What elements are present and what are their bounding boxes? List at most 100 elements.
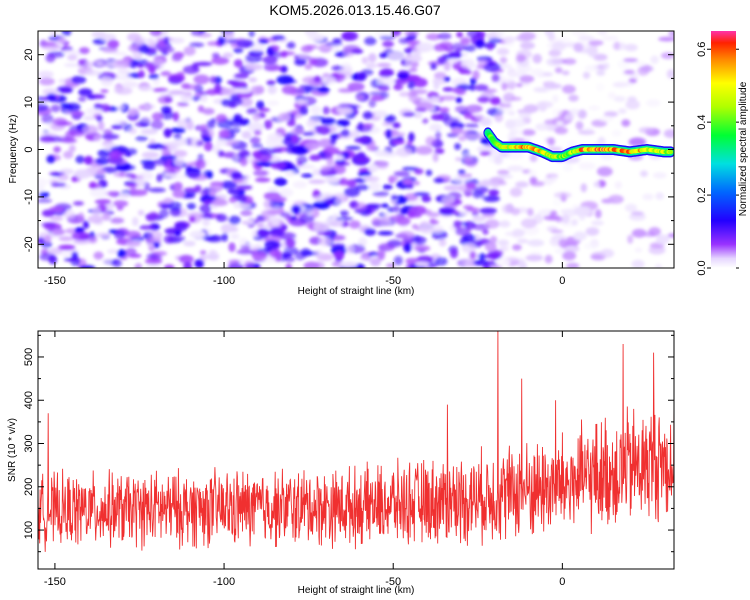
heatmap-cell [194, 61, 213, 67]
heatmap-cell [439, 95, 457, 101]
heatmap-cell [409, 60, 419, 68]
heatmap-cell [475, 39, 485, 49]
heatmap-cell [554, 67, 563, 74]
heatmap-cell [210, 118, 217, 124]
heatmap-cell [518, 111, 532, 119]
heatmap-cell [257, 247, 273, 254]
heatmap-cell [126, 148, 138, 156]
heatmap-cell [304, 208, 315, 216]
heatmap-cell [49, 215, 63, 222]
heatmap-cell [56, 86, 73, 93]
heatmap-x-label: Height of straight line (km) [298, 286, 415, 297]
heatmap-cell [96, 61, 114, 68]
heatmap-cell [578, 162, 596, 170]
heatmap-cell [340, 65, 353, 75]
heatmap-cell [596, 166, 613, 177]
heatmap-cell [593, 53, 608, 61]
heatmap-cell [300, 248, 311, 257]
heatmap-cell [113, 119, 128, 125]
heatmap-cell [246, 107, 258, 115]
heatmap-cell [38, 237, 45, 245]
heatmap-cell [482, 229, 489, 235]
heatmap-cell [232, 97, 243, 106]
heatmap-cell [429, 123, 442, 132]
heatmap-cell [477, 58, 488, 68]
heatmap-cell [435, 257, 448, 266]
heatmap-cell [87, 215, 104, 224]
heatmap-cell [494, 113, 504, 123]
heatmap-cell [206, 170, 213, 179]
heatmap-cell [451, 127, 463, 134]
heatmap-cell [84, 155, 94, 165]
heatmap-cell [595, 209, 602, 219]
heatmap-cell [667, 233, 674, 238]
heatmap-cell [489, 252, 500, 260]
heatmap-cell [441, 195, 455, 205]
heatmap-cell [491, 180, 500, 189]
heatmap-cell [503, 92, 515, 103]
heatmap-cell [550, 229, 564, 234]
heatmap-cell [591, 220, 604, 226]
heatmap-cell [478, 252, 486, 261]
heatmap-cell [326, 157, 334, 166]
heatmap-cell [578, 35, 595, 41]
heatmap-cell [51, 228, 66, 236]
heatmap-cell [183, 46, 196, 56]
heatmap-cell [554, 126, 568, 135]
heatmap-cell [148, 64, 156, 74]
heatmap-cell [613, 96, 626, 102]
heatmap-cell [113, 51, 128, 56]
heatmap-cell [433, 177, 445, 184]
heatmap-cell [114, 74, 132, 81]
heatmap-cell [227, 188, 241, 195]
heatmap-cell [392, 122, 401, 129]
heatmap-cell [555, 121, 564, 126]
heatmap-cell [266, 215, 282, 222]
heatmap-cell [240, 210, 253, 217]
heatmap-cell [138, 85, 154, 92]
heatmap-cell [220, 180, 237, 190]
heatmap-cell [267, 133, 282, 142]
heatmap-cell [186, 121, 194, 131]
heatmap-cell [116, 104, 126, 111]
heatmap-cell [38, 198, 53, 203]
heatmap-cell [588, 105, 601, 111]
heatmap-cell [251, 251, 268, 261]
heatmap-cell [267, 187, 279, 192]
heatmap-cell [180, 93, 193, 102]
heatmap-cell [434, 148, 445, 155]
heatmap-cell [393, 170, 411, 177]
heatmap-cell [488, 37, 502, 44]
heatmap-cell [50, 104, 61, 113]
heatmap-cell [146, 230, 163, 241]
heatmap-cell [195, 140, 204, 146]
heatmap-cell [100, 89, 109, 94]
heatmap-cell [558, 238, 568, 248]
heatmap-cell [39, 77, 55, 86]
heatmap-cell [362, 111, 374, 120]
heatmap-cell [568, 108, 580, 116]
heatmap-cell [479, 117, 492, 127]
snr-x-label: Height of straight line (km) [298, 585, 415, 596]
heatmap-cell [400, 207, 407, 215]
heatmap-cell [414, 107, 427, 113]
heatmap-cell [253, 170, 269, 177]
heatmap-cell [409, 67, 418, 73]
x-tick-label: -150 [44, 275, 66, 287]
heatmap-cell [296, 155, 308, 165]
heatmap-cell [543, 215, 561, 221]
heatmap-cell [111, 124, 123, 130]
heatmap-cell [255, 161, 271, 167]
heatmap-cell [364, 36, 377, 46]
heatmap-cell [269, 249, 282, 259]
heatmap-cell [299, 105, 309, 116]
heatmap-cell [101, 133, 120, 140]
heatmap-cell [451, 87, 463, 93]
heatmap-cell [484, 242, 497, 252]
heatmap-cell [217, 150, 225, 157]
heatmap-cell [391, 139, 405, 145]
heatmap-cell [294, 58, 307, 66]
heatmap-cell [118, 193, 130, 199]
heatmap-cell [595, 82, 605, 92]
